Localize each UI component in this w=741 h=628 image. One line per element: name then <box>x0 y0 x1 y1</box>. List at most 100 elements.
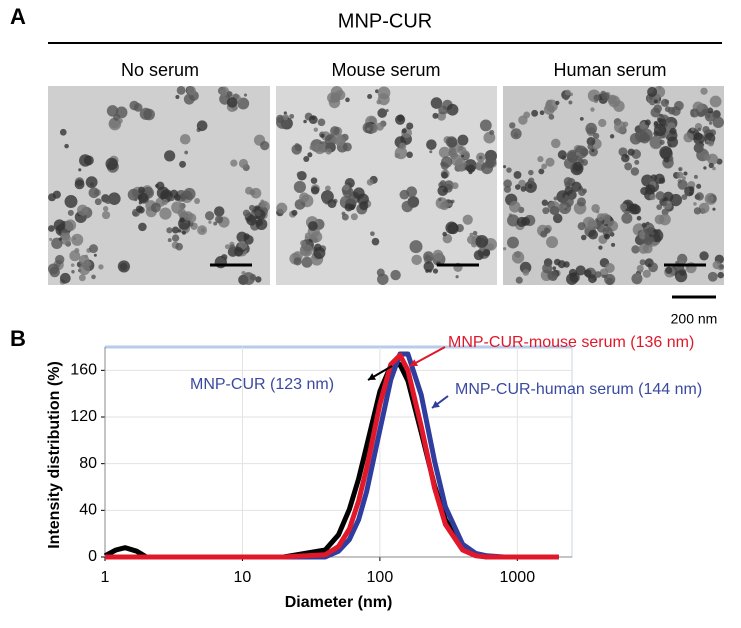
particle <box>712 207 716 211</box>
particle <box>640 235 645 240</box>
particle <box>423 261 434 272</box>
particle <box>702 125 710 134</box>
particle <box>664 99 669 104</box>
particle <box>186 86 196 96</box>
particle <box>250 187 262 199</box>
particle <box>577 222 586 231</box>
particle <box>325 185 331 192</box>
particle <box>712 166 716 171</box>
particle <box>639 132 651 144</box>
particle <box>229 244 236 251</box>
particle <box>654 173 665 185</box>
particle <box>447 222 459 235</box>
particle <box>693 132 703 141</box>
particle <box>441 156 453 168</box>
particle <box>604 273 616 285</box>
particle <box>604 233 610 240</box>
particle <box>555 100 560 105</box>
particle <box>520 186 527 192</box>
particle <box>588 221 593 226</box>
image-label: Human serum <box>553 60 666 80</box>
particle <box>647 86 658 97</box>
particle <box>345 97 350 103</box>
particle <box>64 195 78 209</box>
particle <box>441 171 448 179</box>
particle <box>696 183 702 189</box>
particle <box>88 187 100 199</box>
particle <box>541 163 548 170</box>
x-tick-label: 1000 <box>500 569 536 586</box>
particle <box>690 108 700 118</box>
particle <box>301 256 313 268</box>
particle <box>175 95 180 100</box>
particle <box>335 135 346 146</box>
particle <box>604 262 615 274</box>
particle <box>219 86 230 97</box>
particle <box>313 127 319 132</box>
image-label: Mouse serum <box>331 60 440 80</box>
particle <box>348 204 355 211</box>
particle <box>330 126 340 136</box>
particle <box>579 117 584 121</box>
particle <box>690 127 695 132</box>
arrow-head <box>368 373 376 380</box>
particle <box>659 139 665 145</box>
particle <box>553 258 561 266</box>
particle <box>230 159 238 167</box>
particle <box>677 179 688 190</box>
particle <box>644 184 656 195</box>
particle <box>432 112 439 119</box>
particle <box>179 160 187 168</box>
particle <box>635 272 641 277</box>
particle <box>233 246 244 257</box>
particle <box>457 134 469 146</box>
particle <box>324 134 337 147</box>
particle <box>117 118 123 124</box>
particle <box>675 260 679 265</box>
particle <box>593 132 600 140</box>
particle <box>390 269 401 281</box>
particle <box>115 106 128 119</box>
particle <box>681 194 688 200</box>
particle <box>580 234 587 241</box>
particle <box>542 207 550 215</box>
particle <box>371 237 380 246</box>
particle <box>176 86 186 95</box>
particle <box>621 153 630 163</box>
particle <box>177 229 181 233</box>
particle <box>171 234 180 242</box>
particle <box>437 185 449 197</box>
particle <box>655 191 665 201</box>
particle <box>409 240 423 254</box>
particle <box>410 204 414 209</box>
particle <box>598 245 603 250</box>
x-axis-label: Diameter (nm) <box>285 594 393 611</box>
particle <box>650 107 661 118</box>
particle <box>682 176 686 181</box>
particle <box>576 197 586 207</box>
particle <box>594 271 602 278</box>
chart: 0 40 80 120 160 1 10 100 1000 Diameter (nm) Intens… <box>46 334 702 611</box>
particle <box>401 200 414 213</box>
particle <box>184 150 189 155</box>
particle <box>590 107 595 112</box>
particle <box>401 128 407 134</box>
particle <box>663 157 670 163</box>
particle <box>578 188 586 196</box>
particle <box>248 204 256 212</box>
particle <box>667 133 672 138</box>
particle <box>129 100 139 111</box>
series-label: MNP-CUR-human serum (144 nm) <box>455 381 702 398</box>
particle <box>105 157 118 171</box>
particle <box>659 145 673 159</box>
particle <box>314 143 326 155</box>
particle <box>255 210 261 217</box>
particle <box>399 142 407 150</box>
particle <box>539 110 545 116</box>
particle <box>509 201 521 213</box>
particle <box>64 219 77 232</box>
particle <box>507 236 519 249</box>
particle <box>656 204 663 211</box>
tem-images <box>48 86 724 285</box>
